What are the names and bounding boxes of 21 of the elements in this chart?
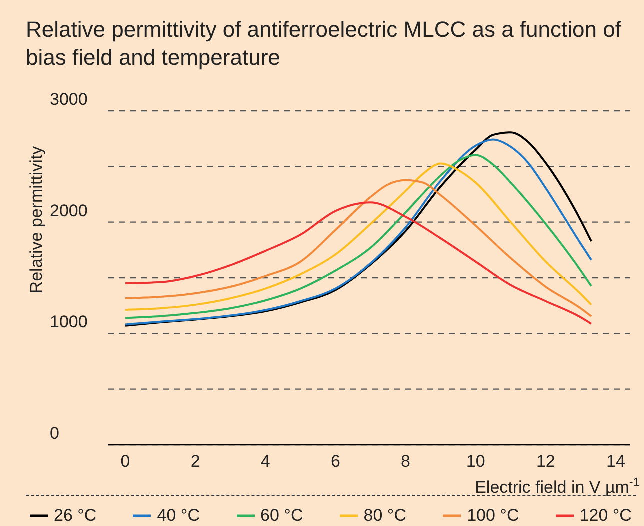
chart-title: Relative permittivity of antiferroelectric MLCC as a function of bias field and temperature <box>25 16 622 72</box>
legend-label: 120 °C <box>578 506 632 526</box>
legend-label: 26 °C <box>53 506 97 526</box>
y-axis-title: Relative permittivity <box>27 146 46 294</box>
x-tick-label: 0 <box>120 452 130 471</box>
x-tick-label: 12 <box>536 452 556 471</box>
legend-label: 100 °C <box>466 506 520 526</box>
y-tick-label: 0 <box>50 424 60 443</box>
legend-label: 40 °C <box>156 506 200 526</box>
y-tick-label: 2000 <box>50 201 88 220</box>
x-axis-title: Electric field in V µm$^{-1}$ <box>475 475 640 497</box>
y-tick-label: 3000 <box>50 90 88 109</box>
y-tick-label: 1000 <box>50 312 88 332</box>
legend-label: 80 °C <box>362 506 407 526</box>
x-tick-label: 2 <box>190 452 200 471</box>
legend-label: 60 °C <box>260 506 304 526</box>
x-tick-label: 4 <box>260 452 270 471</box>
x-tick-label: 6 <box>330 452 340 471</box>
x-tick-label: 14 <box>606 452 626 471</box>
x-tick-label: 8 <box>401 452 411 471</box>
x-tick-label: 10 <box>466 452 486 471</box>
